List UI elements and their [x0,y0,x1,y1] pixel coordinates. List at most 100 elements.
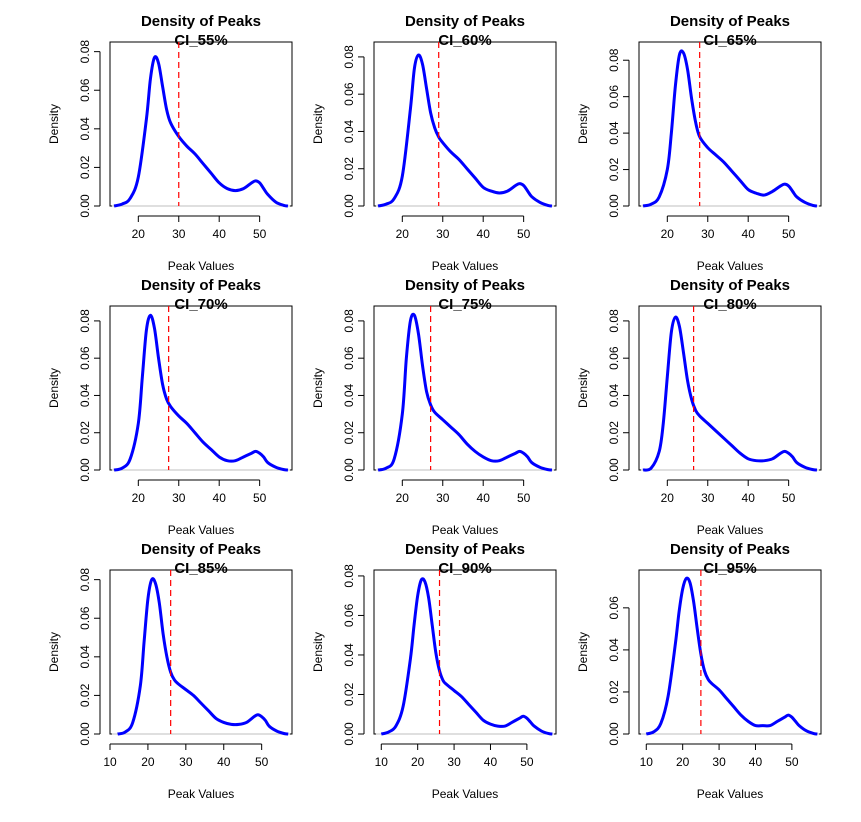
chart-subtitle: CI_90% [438,560,491,577]
y-tick-label: 0.04 [78,645,92,669]
y-tick-label: 0.04 [607,638,621,662]
y-tick-label: 0.02 [78,683,92,707]
y-axis-label: Density [311,368,325,408]
chart-subtitle: CI_55% [174,32,227,49]
y-tick-label: 0.00 [78,194,92,218]
x-tick-label: 10 [103,755,117,769]
y-tick-label: 0.00 [78,458,92,482]
y-tick-label: 0.06 [342,603,356,627]
y-tick-label: 0.00 [78,722,92,746]
density-chart: Density of Peaks CI_70% 20 30 40 50 0.00 0.02 0.… [47,277,293,537]
x-tick-label: 40 [213,227,227,241]
y-tick-label: 0.02 [342,682,356,706]
y-tick-label: 0.00 [607,458,621,482]
y-tick-label: 0.02 [607,158,621,182]
y-tick-label: 0.02 [78,421,92,445]
y-tick-label: 0.06 [607,85,621,109]
x-axis-label: Peak Values [168,259,235,273]
x-tick-label: 30 [436,227,450,241]
y-tick-label: 0.08 [342,564,356,588]
y-tick-label: 0.02 [78,155,92,179]
x-tick-label: 30 [701,491,715,505]
x-tick-label: 40 [749,755,763,769]
x-tick-label: 50 [517,491,531,505]
y-tick-label: 0.04 [342,119,356,143]
chart-title: Density of Peaks [405,541,525,558]
y-tick-label: 0.00 [607,194,621,218]
x-tick-label: 20 [411,755,425,769]
density-panel: Density of Peaks CI_60% 20 30 40 50 0.00 0.02 0.… [264,2,557,273]
x-axis-label: Peak Values [432,523,499,537]
y-tick-label: 0.08 [78,309,92,333]
y-axis-label: Density [311,104,325,144]
y-tick-label: 0.04 [607,383,621,407]
y-axis-label: Density [47,632,61,672]
density-curve [380,577,553,736]
density-panel: Density of Peaks CI_75% 20 30 40 50 0.00 0.02 0.… [264,266,557,537]
y-tick-label: 0.06 [78,78,92,102]
x-tick-label: 30 [447,755,461,769]
density-curve [377,312,553,472]
y-tick-label: 0.08 [78,568,92,592]
x-axis-label: Peak Values [168,523,235,537]
chart-subtitle: CI_60% [438,32,491,49]
y-tick-label: 0.04 [78,383,92,407]
y-tick-label: 0.08 [607,48,621,72]
x-tick-label: 50 [253,491,267,505]
x-tick-label: 50 [255,755,269,769]
density-panel: Density of Peaks CI_65% 20 30 40 50 0.00 0.02 0.… [529,2,822,273]
x-tick-label: 20 [661,491,675,505]
density-curve [645,576,818,736]
y-tick-label: 0.08 [78,40,92,64]
chart-subtitle: CI_75% [438,296,491,313]
x-tick-label: 30 [172,491,186,505]
density-chart: Density of Peaks CI_75% 20 30 40 50 0.00 0.02 0.… [311,277,557,537]
x-tick-label: 30 [701,227,715,241]
chart-subtitle: CI_85% [174,560,227,577]
chart-title: Density of Peaks [670,541,790,558]
x-tick-label: 40 [742,227,756,241]
density-panel: Density of Peaks CI_85% 10 20 30 40 50 0.00 0.02… [0,530,293,801]
y-tick-label: 0.06 [78,606,92,630]
x-tick-label: 10 [640,755,654,769]
x-tick-label: 40 [217,755,231,769]
x-axis-label: Peak Values [697,787,764,801]
x-tick-label: 50 [517,227,531,241]
y-axis-label: Density [311,632,325,672]
x-tick-label: 40 [477,491,491,505]
density-chart: Density of Peaks CI_65% 20 30 40 50 0.00 0.02 0.… [576,13,822,273]
x-tick-label: 40 [477,227,491,241]
y-axis-label: Density [576,368,590,408]
x-tick-label: 50 [253,227,267,241]
x-tick-label: 20 [661,227,675,241]
x-axis-label: Peak Values [697,259,764,273]
plot-frame [638,41,822,207]
density-curve [117,577,289,736]
x-tick-label: 30 [712,755,726,769]
y-tick-label: 0.02 [607,680,621,704]
x-tick-label: 20 [132,491,146,505]
density-panel: Density of Peaks CI_70% 20 30 40 50 0.00 0.02 0.… [0,266,293,537]
chart-title: Density of Peaks [405,13,525,30]
density-chart: Density of Peaks CI_85% 10 20 30 40 50 0.00 0.02… [47,541,293,801]
x-axis-label: Peak Values [432,787,499,801]
x-tick-label: 40 [484,755,498,769]
y-tick-label: 0.08 [607,309,621,333]
density-panel: Density of Peaks CI_80% 20 30 40 50 0.00 0.02 0.… [529,266,822,537]
density-chart: Density of Peaks CI_95% 10 20 30 40 50 0.00 0.02… [576,541,822,801]
chart-title: Density of Peaks [670,13,790,30]
density-chart: Density of Peaks CI_60% 20 30 40 50 0.00 0.02 0.… [311,13,557,273]
y-tick-label: 0.06 [607,596,621,620]
y-tick-label: 0.04 [342,643,356,667]
density-curve [642,315,818,472]
density-curve [642,49,818,208]
y-tick-label: 0.04 [78,117,92,141]
density-chart: Density of Peaks CI_55% 20 30 40 50 0.00 0.02 0.… [47,13,293,273]
x-tick-label: 10 [375,755,389,769]
density-curve [113,313,289,472]
y-tick-label: 0.04 [342,383,356,407]
density-panel: Density of Peaks CI_90% 10 20 30 40 50 0.00 0.02… [264,530,557,801]
x-tick-label: 50 [782,491,796,505]
y-tick-label: 0.00 [342,722,356,746]
